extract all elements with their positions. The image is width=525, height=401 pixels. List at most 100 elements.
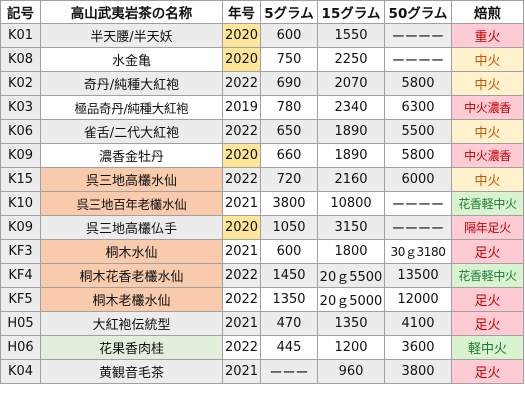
price-5g-cell[interactable]: 750 bbox=[260, 47, 318, 72]
price-5g-cell[interactable]: 3800 bbox=[260, 191, 318, 216]
year-cell[interactable]: 2022 bbox=[222, 119, 261, 144]
price-50g-cell[interactable]: 5500 bbox=[384, 119, 452, 144]
price-15g-cell[interactable]: 3150 bbox=[317, 215, 385, 240]
year-cell[interactable]: 2022 bbox=[222, 335, 261, 360]
code-cell[interactable]: K08 bbox=[0, 47, 41, 72]
code-cell[interactable]: KF3 bbox=[0, 239, 41, 264]
year-cell[interactable]: 2022 bbox=[222, 263, 261, 288]
tea-name-cell[interactable]: 呉三地百年老欉水仙 bbox=[40, 191, 223, 216]
roast-cell[interactable]: 中火 bbox=[451, 119, 524, 144]
header-code[interactable]: 記号 bbox=[0, 0, 41, 24]
price-50g-cell[interactable]: ーーーー bbox=[384, 215, 452, 240]
code-cell[interactable]: KF5 bbox=[0, 287, 41, 312]
year-cell[interactable]: 2019 bbox=[222, 95, 261, 120]
roast-cell[interactable]: 中火 bbox=[451, 47, 524, 72]
code-cell[interactable]: K03 bbox=[0, 95, 41, 120]
roast-cell[interactable]: 重火 bbox=[451, 23, 524, 48]
price-15g-cell[interactable]: 1200 bbox=[317, 335, 385, 360]
price-5g-cell[interactable]: 720 bbox=[260, 167, 318, 192]
roast-cell[interactable]: 足火 bbox=[451, 311, 524, 336]
price-5g-cell[interactable]: 470 bbox=[260, 311, 318, 336]
price-50g-cell[interactable]: 5800 bbox=[384, 71, 452, 96]
year-cell[interactable]: 2020 bbox=[222, 215, 261, 240]
code-cell[interactable]: K09 bbox=[0, 143, 41, 168]
year-cell[interactable]: 2020 bbox=[222, 143, 261, 168]
tea-name-cell[interactable]: 桐木花香老欉水仙 bbox=[40, 263, 223, 288]
roast-cell[interactable]: 花香軽中火 bbox=[451, 263, 524, 288]
code-cell[interactable]: K15 bbox=[0, 167, 41, 192]
price-50g-cell[interactable]: 30ｇ3180 bbox=[384, 239, 452, 264]
year-cell[interactable]: 2020 bbox=[222, 23, 261, 48]
tea-name-cell[interactable]: 水金亀 bbox=[40, 47, 223, 72]
price-5g-cell[interactable]: 600 bbox=[260, 239, 318, 264]
code-cell[interactable]: H05 bbox=[0, 311, 41, 336]
price-15g-cell[interactable]: 960 bbox=[317, 359, 385, 384]
code-cell[interactable]: K02 bbox=[0, 71, 41, 96]
price-50g-cell[interactable]: ーーーー bbox=[384, 191, 452, 216]
year-cell[interactable]: 2020 bbox=[222, 47, 261, 72]
header-15g[interactable]: 15グラム bbox=[317, 0, 385, 24]
tea-name-cell[interactable]: 桐木水仙 bbox=[40, 239, 223, 264]
price-15g-cell[interactable]: 20ｇ5500 bbox=[317, 263, 385, 288]
year-cell[interactable]: 2021 bbox=[222, 359, 261, 384]
year-cell[interactable]: 2021 bbox=[222, 311, 261, 336]
tea-name-cell[interactable]: 桐木老欉水仙 bbox=[40, 287, 223, 312]
price-50g-cell[interactable]: ーーーー bbox=[384, 23, 452, 48]
price-15g-cell[interactable]: 1350 bbox=[317, 311, 385, 336]
header-roast[interactable]: 焙煎 bbox=[451, 0, 524, 24]
tea-name-cell[interactable]: 花果香肉桂 bbox=[40, 335, 223, 360]
tea-name-cell[interactable]: 極品奇丹/純種大紅袍 bbox=[40, 95, 223, 120]
price-5g-cell[interactable]: 1450 bbox=[260, 263, 318, 288]
tea-name-cell[interactable]: 呉三地高欉仏手 bbox=[40, 215, 223, 240]
price-15g-cell[interactable]: 1550 bbox=[317, 23, 385, 48]
price-15g-cell[interactable]: 1800 bbox=[317, 239, 385, 264]
price-15g-cell[interactable]: 2160 bbox=[317, 167, 385, 192]
code-cell[interactable]: K06 bbox=[0, 119, 41, 144]
price-50g-cell[interactable]: ーーーー bbox=[384, 47, 452, 72]
price-5g-cell[interactable]: 650 bbox=[260, 119, 318, 144]
header-year[interactable]: 年号 bbox=[222, 0, 261, 24]
header-name[interactable]: 高山武夷岩茶の名称 bbox=[40, 0, 223, 24]
price-50g-cell[interactable]: 6300 bbox=[384, 95, 452, 120]
roast-cell[interactable]: 中火濃香 bbox=[451, 95, 524, 120]
code-cell[interactable]: K09 bbox=[0, 215, 41, 240]
roast-cell[interactable]: 足火 bbox=[451, 359, 524, 384]
tea-name-cell[interactable]: 大紅袍伝統型 bbox=[40, 311, 223, 336]
roast-cell[interactable]: 中火 bbox=[451, 167, 524, 192]
price-5g-cell[interactable]: 780 bbox=[260, 95, 318, 120]
price-5g-cell[interactable]: 690 bbox=[260, 71, 318, 96]
code-cell[interactable]: H06 bbox=[0, 335, 41, 360]
price-50g-cell[interactable]: 13500 bbox=[384, 263, 452, 288]
tea-name-cell[interactable]: 雀舌/二代大紅袍 bbox=[40, 119, 223, 144]
price-15g-cell[interactable]: 2340 bbox=[317, 95, 385, 120]
price-15g-cell[interactable]: 1890 bbox=[317, 119, 385, 144]
header-50g[interactable]: 50グラム bbox=[384, 0, 452, 24]
price-5g-cell[interactable]: 445 bbox=[260, 335, 318, 360]
tea-name-cell[interactable]: 奇丹/純種大紅袍 bbox=[40, 71, 223, 96]
year-cell[interactable]: 2022 bbox=[222, 71, 261, 96]
year-cell[interactable]: 2021 bbox=[222, 191, 261, 216]
price-15g-cell[interactable]: 10800 bbox=[317, 191, 385, 216]
price-50g-cell[interactable]: 3600 bbox=[384, 335, 452, 360]
tea-name-cell[interactable]: 黄観音毛茶 bbox=[40, 359, 223, 384]
roast-cell[interactable]: 花香軽中火 bbox=[451, 191, 524, 216]
tea-name-cell[interactable]: 濃香金牡丹 bbox=[40, 143, 223, 168]
year-cell[interactable]: 2022 bbox=[222, 167, 261, 192]
price-15g-cell[interactable]: 2070 bbox=[317, 71, 385, 96]
price-15g-cell[interactable]: 2250 bbox=[317, 47, 385, 72]
roast-cell[interactable]: 軽中火 bbox=[451, 335, 524, 360]
price-50g-cell[interactable]: 5800 bbox=[384, 143, 452, 168]
roast-cell[interactable]: 中火濃香 bbox=[451, 143, 524, 168]
price-15g-cell[interactable]: 1890 bbox=[317, 143, 385, 168]
price-50g-cell[interactable]: 3800 bbox=[384, 359, 452, 384]
roast-cell[interactable]: 隔年足火 bbox=[451, 215, 524, 240]
code-cell[interactable]: K10 bbox=[0, 191, 41, 216]
tea-name-cell[interactable]: 半天腰/半天妖 bbox=[40, 23, 223, 48]
price-5g-cell[interactable]: 660 bbox=[260, 143, 318, 168]
year-cell[interactable]: 2022 bbox=[222, 287, 261, 312]
roast-cell[interactable]: 中火 bbox=[451, 71, 524, 96]
price-5g-cell[interactable]: 600 bbox=[260, 23, 318, 48]
roast-cell[interactable]: 足火 bbox=[451, 287, 524, 312]
year-cell[interactable]: 2021 bbox=[222, 239, 261, 264]
price-5g-cell[interactable]: ーーー bbox=[260, 359, 318, 384]
